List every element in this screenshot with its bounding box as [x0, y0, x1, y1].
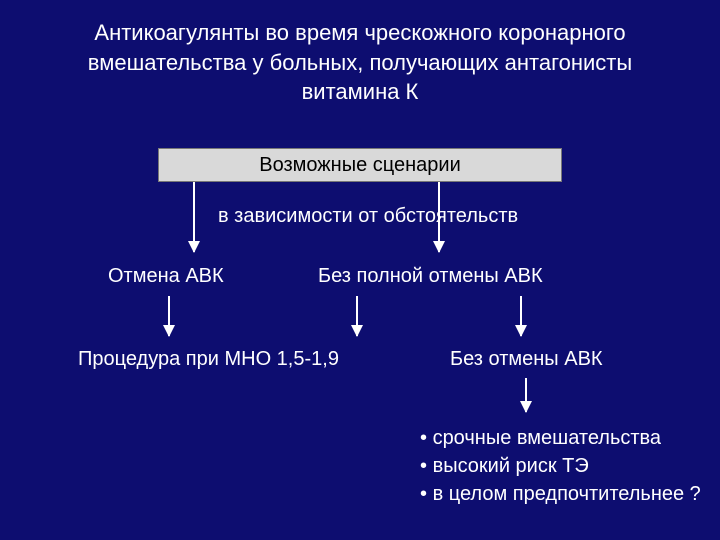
arrow-box-to-left: [193, 182, 195, 252]
branch-left: Отмена АВК: [108, 265, 224, 288]
outcome-right: Без отмены АВК: [450, 348, 603, 371]
arrow-left-down: [168, 296, 170, 336]
bullet-item: высокий риск ТЭ: [420, 452, 701, 480]
branch-right: Без полной отмены АВК: [318, 265, 543, 288]
bullet-list: срочные вмешательства высокий риск ТЭ в …: [420, 424, 701, 508]
arrow-right-to-outleft: [356, 296, 358, 336]
bullet-item: в целом предпочтительнее ?: [420, 480, 701, 508]
condition-text: в зависимости от обстоятельств: [218, 205, 518, 228]
arrow-to-bullets: [525, 378, 527, 412]
outcome-left: Процедура при МНО 1,5-1,9: [78, 348, 339, 371]
arrow-right-to-outright: [520, 296, 522, 336]
slide-title: Антикоагулянты во время чрескожного коро…: [60, 18, 660, 107]
scenario-box: Возможные сценарии: [158, 148, 562, 182]
bullet-item: срочные вмешательства: [420, 424, 701, 452]
